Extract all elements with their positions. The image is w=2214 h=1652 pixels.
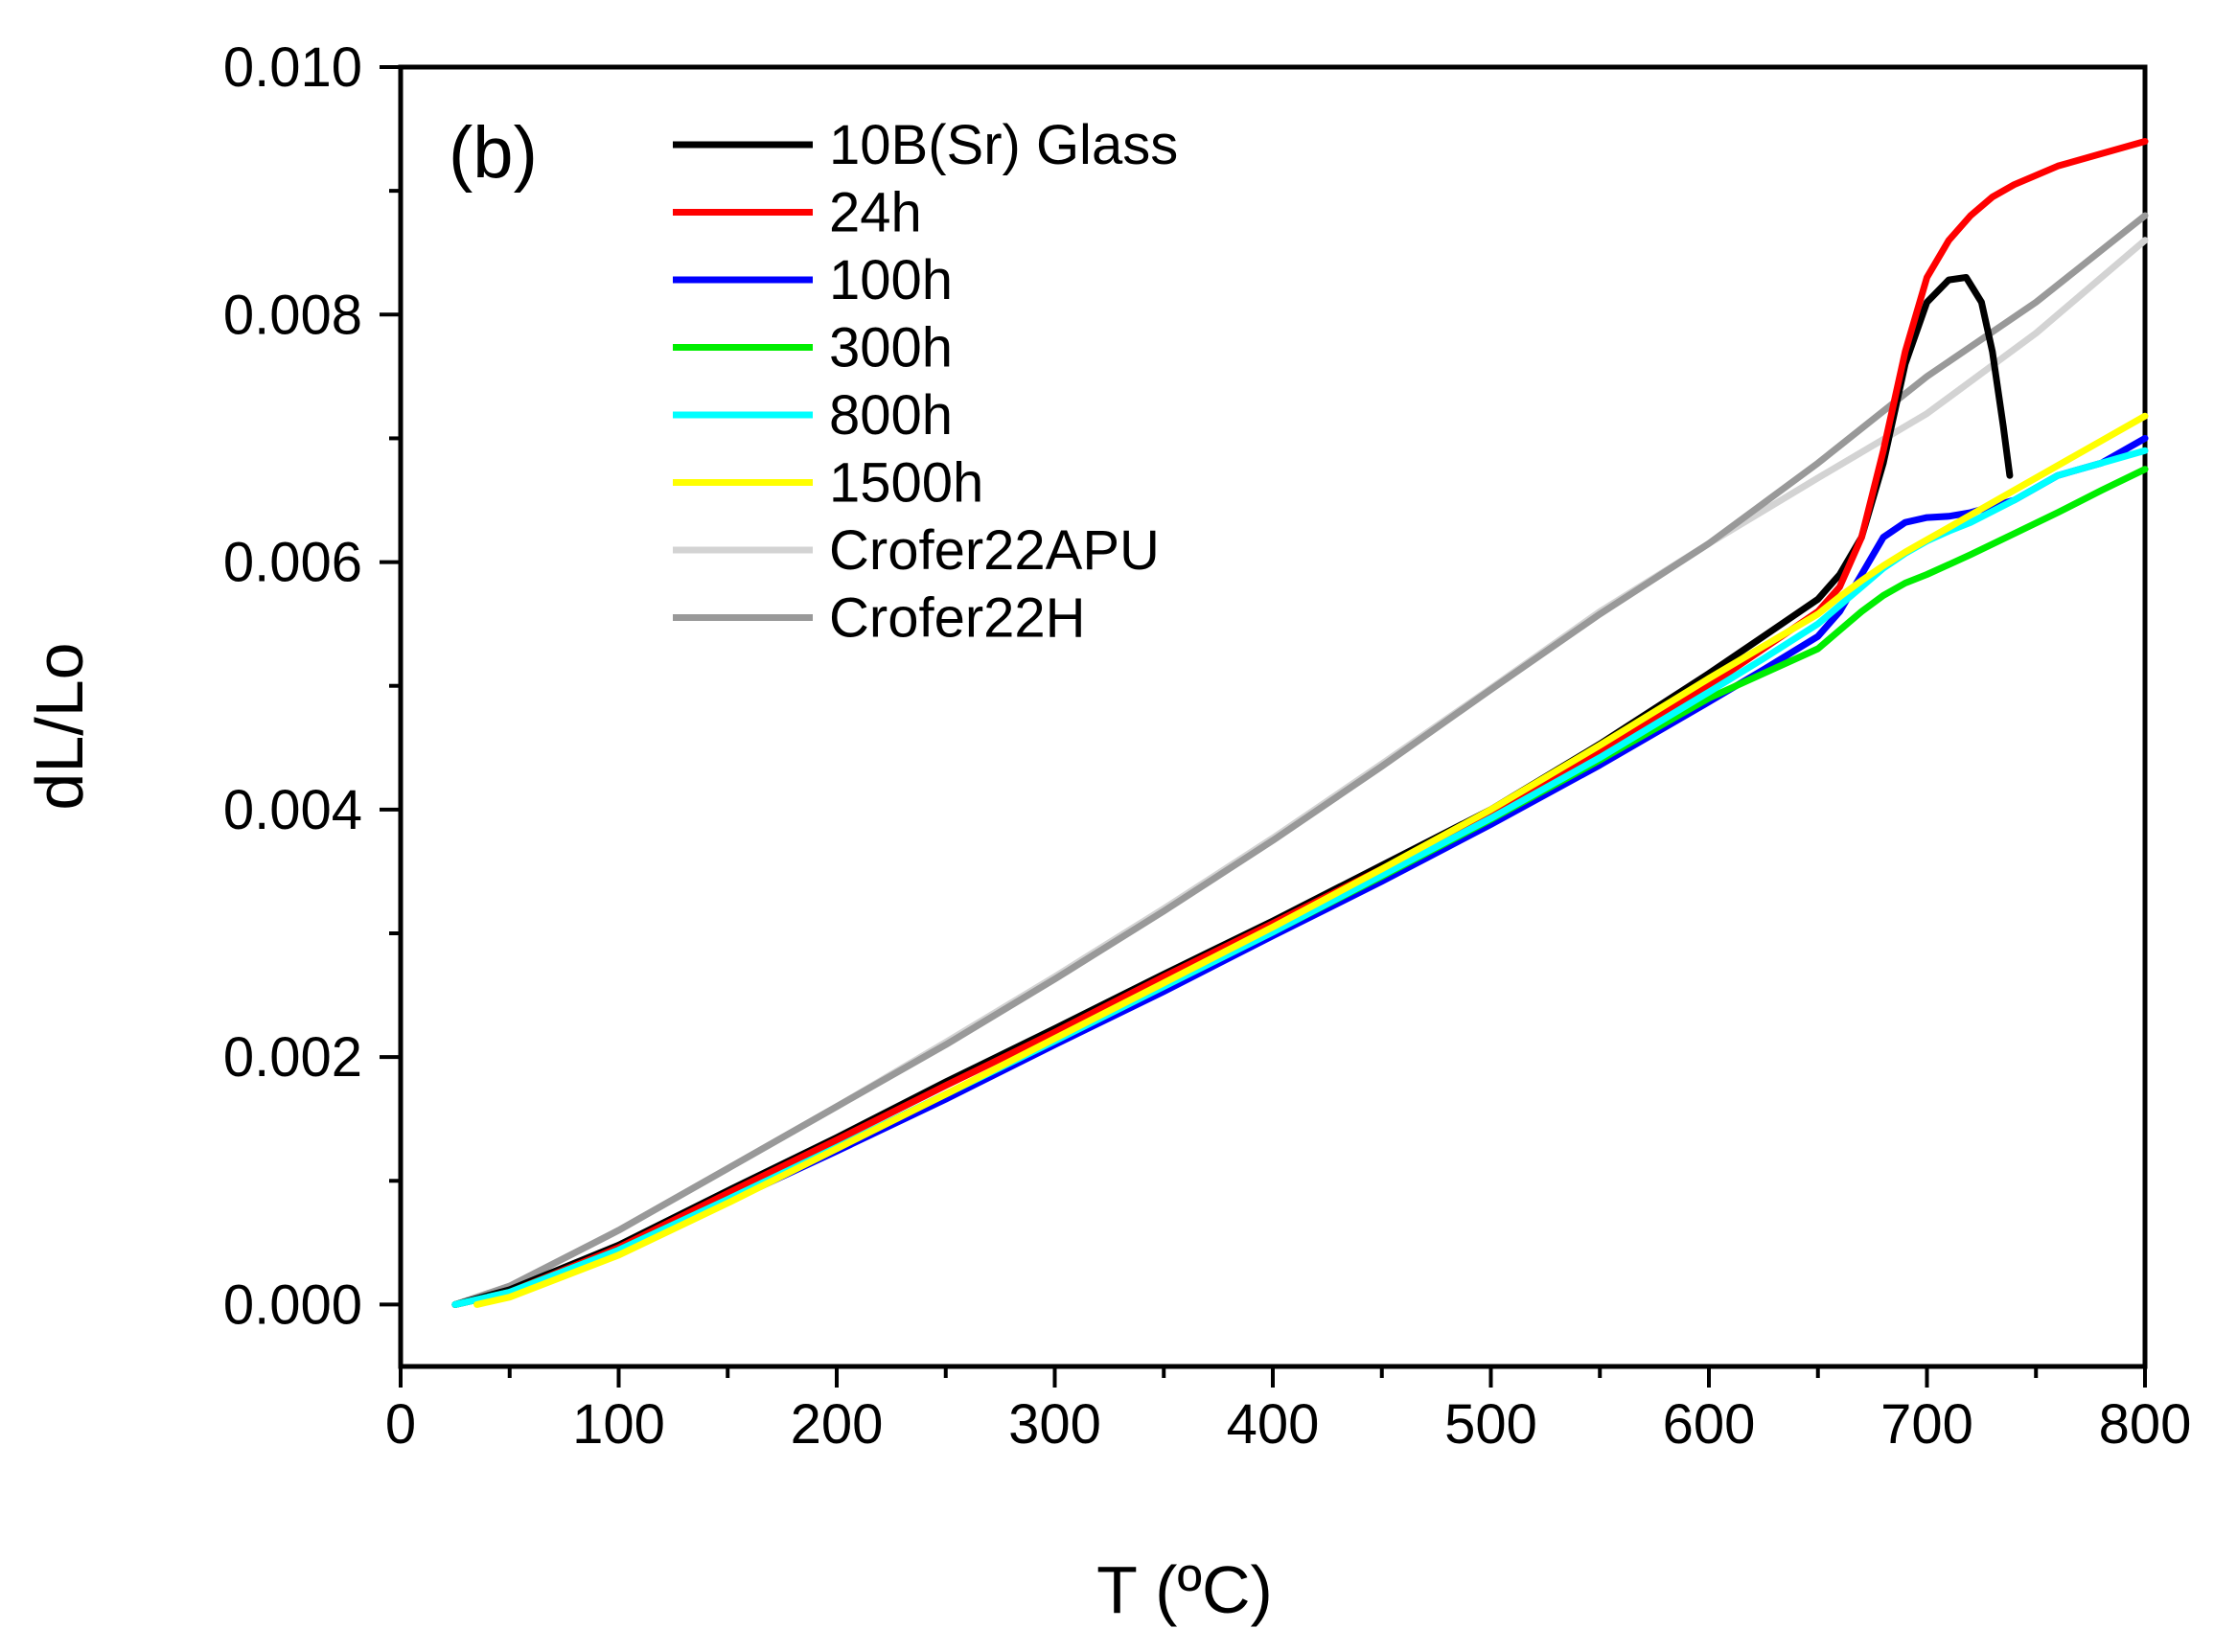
legend: 10B(Sr) Glass24h100h300h800h1500hCrofer2… [673, 114, 1178, 650]
y-tick-label: 0.002 [223, 1026, 362, 1089]
x-tick-label: 0 [385, 1393, 416, 1456]
x-axis-title: T (ºC) [1096, 1552, 1273, 1627]
y-axis-title: dL/Lo [22, 642, 97, 810]
y-tick-label: 0.006 [223, 532, 362, 594]
legend-label: 24h [829, 182, 922, 244]
x-tick-label: 600 [1663, 1393, 1756, 1456]
legend-label: 800h [829, 384, 953, 447]
legend-label: Crofer22H [829, 587, 1086, 650]
legend-label: Crofer22APU [829, 519, 1160, 582]
y-tick-label: 0.004 [223, 779, 362, 841]
series-line-1500h [473, 412, 2149, 1308]
series-group [451, 138, 2149, 1308]
panel-label: (b) [449, 112, 538, 194]
x-tick-label: 300 [1008, 1393, 1101, 1456]
legend-label: 1500h [829, 452, 983, 515]
y-tick-label: 0.008 [223, 284, 362, 346]
x-tick-label: 100 [572, 1393, 665, 1456]
y-tick-label: 0.010 [223, 36, 362, 99]
legend-label: 300h [829, 317, 953, 379]
x-tick-label: 400 [1227, 1393, 1320, 1456]
x-tick-label: 800 [2099, 1393, 2192, 1456]
series-line-crofer22h [451, 212, 2149, 1308]
y-axis-ticks: 0.000 0.002 0.004 0.006 0.008 0.010 [223, 36, 401, 1336]
x-tick-label: 700 [1880, 1393, 1973, 1456]
x-axis-ticks: 0 100 200 300 400 500 600 700 800 [385, 1366, 2192, 1456]
plot-area [398, 64, 2148, 1369]
x-tick-label: 200 [791, 1393, 884, 1456]
legend-label: 10B(Sr) Glass [829, 114, 1178, 176]
legend-label: 100h [829, 249, 953, 311]
y-tick-label: 0.000 [223, 1273, 362, 1336]
x-tick-label: 500 [1444, 1393, 1537, 1456]
